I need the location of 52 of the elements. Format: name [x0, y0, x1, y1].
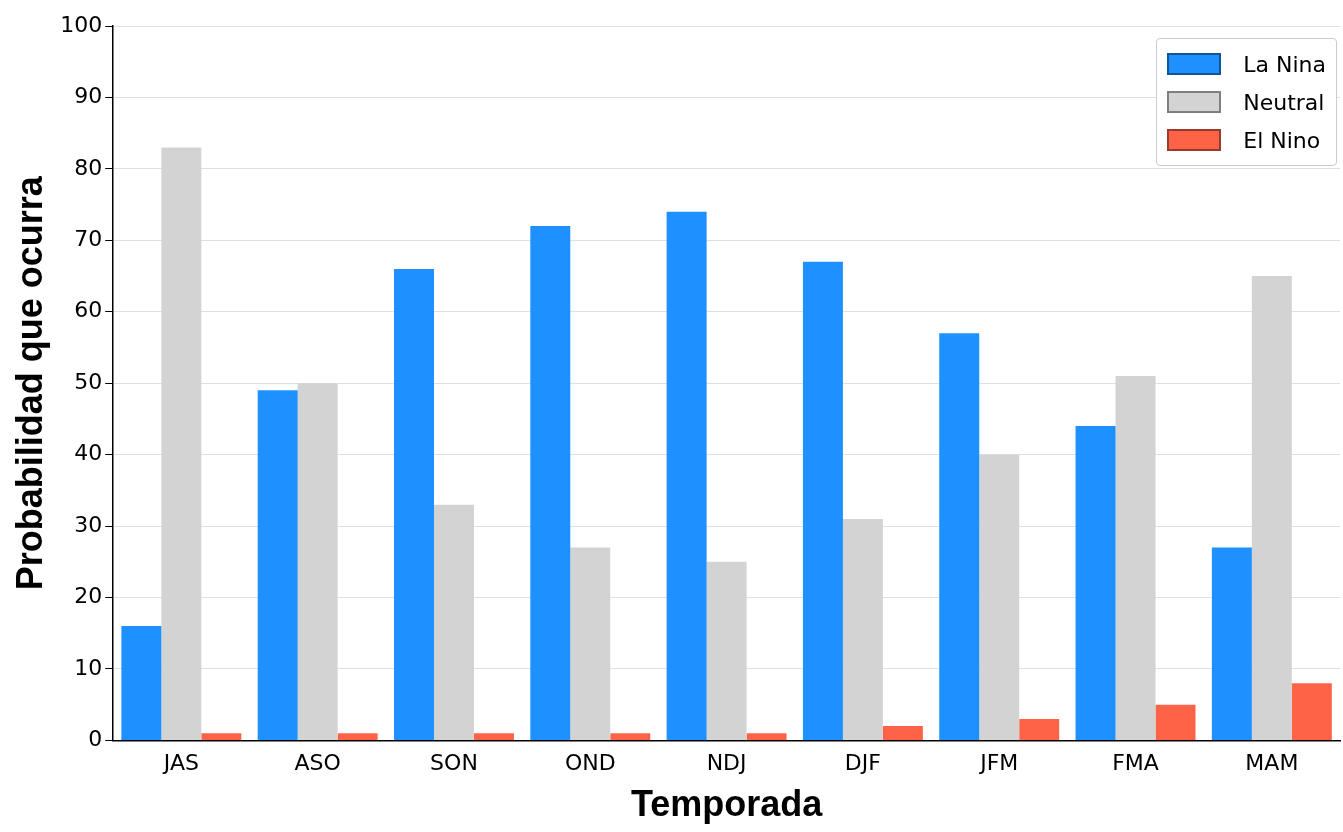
bar — [161, 147, 202, 740]
y-tick-label: 20 — [74, 583, 103, 609]
bar — [201, 733, 242, 740]
y-tick-label: 50 — [74, 368, 103, 394]
bar — [297, 383, 338, 740]
y-tick-label: 70 — [74, 226, 103, 252]
bar — [1291, 683, 1332, 740]
y-tick-label: 80 — [74, 154, 103, 180]
y-tick-label: 60 — [74, 297, 103, 323]
bar — [842, 518, 883, 740]
bar — [473, 733, 514, 740]
x-axis-title: Temporada — [630, 783, 824, 825]
bar — [121, 626, 162, 740]
x-tick-label: JAS — [161, 750, 199, 776]
legend-label: Neutral — [1243, 89, 1325, 115]
bar — [666, 211, 707, 740]
bar — [570, 547, 611, 740]
y-tick-label: 10 — [74, 654, 103, 680]
x-tick-label: MAM — [1245, 750, 1299, 776]
bar — [1211, 547, 1252, 740]
bar — [1155, 704, 1196, 740]
y-axis-title: Probabilidad que ocurra — [8, 175, 50, 591]
bar — [393, 268, 434, 740]
bar — [939, 333, 980, 740]
y-tick-label: 40 — [74, 440, 103, 466]
y-tick-label: 90 — [74, 83, 103, 109]
bar — [433, 504, 474, 740]
y-tick-label: 30 — [74, 511, 103, 537]
x-tick-label: SON — [430, 750, 478, 776]
x-tick-label: ASO — [294, 750, 341, 776]
y-tick-label: 0 — [88, 726, 103, 752]
bar — [1019, 718, 1060, 740]
bar — [1075, 426, 1116, 740]
x-tick-label: NDJ — [706, 750, 747, 776]
y-tick-label: 100 — [60, 11, 103, 37]
x-tick-label: FMA — [1112, 750, 1159, 776]
x-tick-label: DJF — [844, 750, 881, 776]
bar — [337, 733, 378, 740]
bar — [257, 390, 298, 740]
bar — [746, 733, 787, 740]
bar — [1115, 376, 1156, 740]
bar — [802, 261, 843, 740]
bar — [979, 454, 1020, 740]
legend-label: La Nina — [1243, 51, 1326, 77]
x-tick-label: OND — [564, 750, 616, 776]
x-tick-label: JFM — [978, 750, 1019, 776]
legend-label: El Nino — [1243, 127, 1321, 153]
bar — [1251, 276, 1292, 740]
bar — [882, 726, 923, 740]
bar — [610, 733, 651, 740]
bar — [706, 561, 747, 740]
bar — [530, 226, 571, 740]
